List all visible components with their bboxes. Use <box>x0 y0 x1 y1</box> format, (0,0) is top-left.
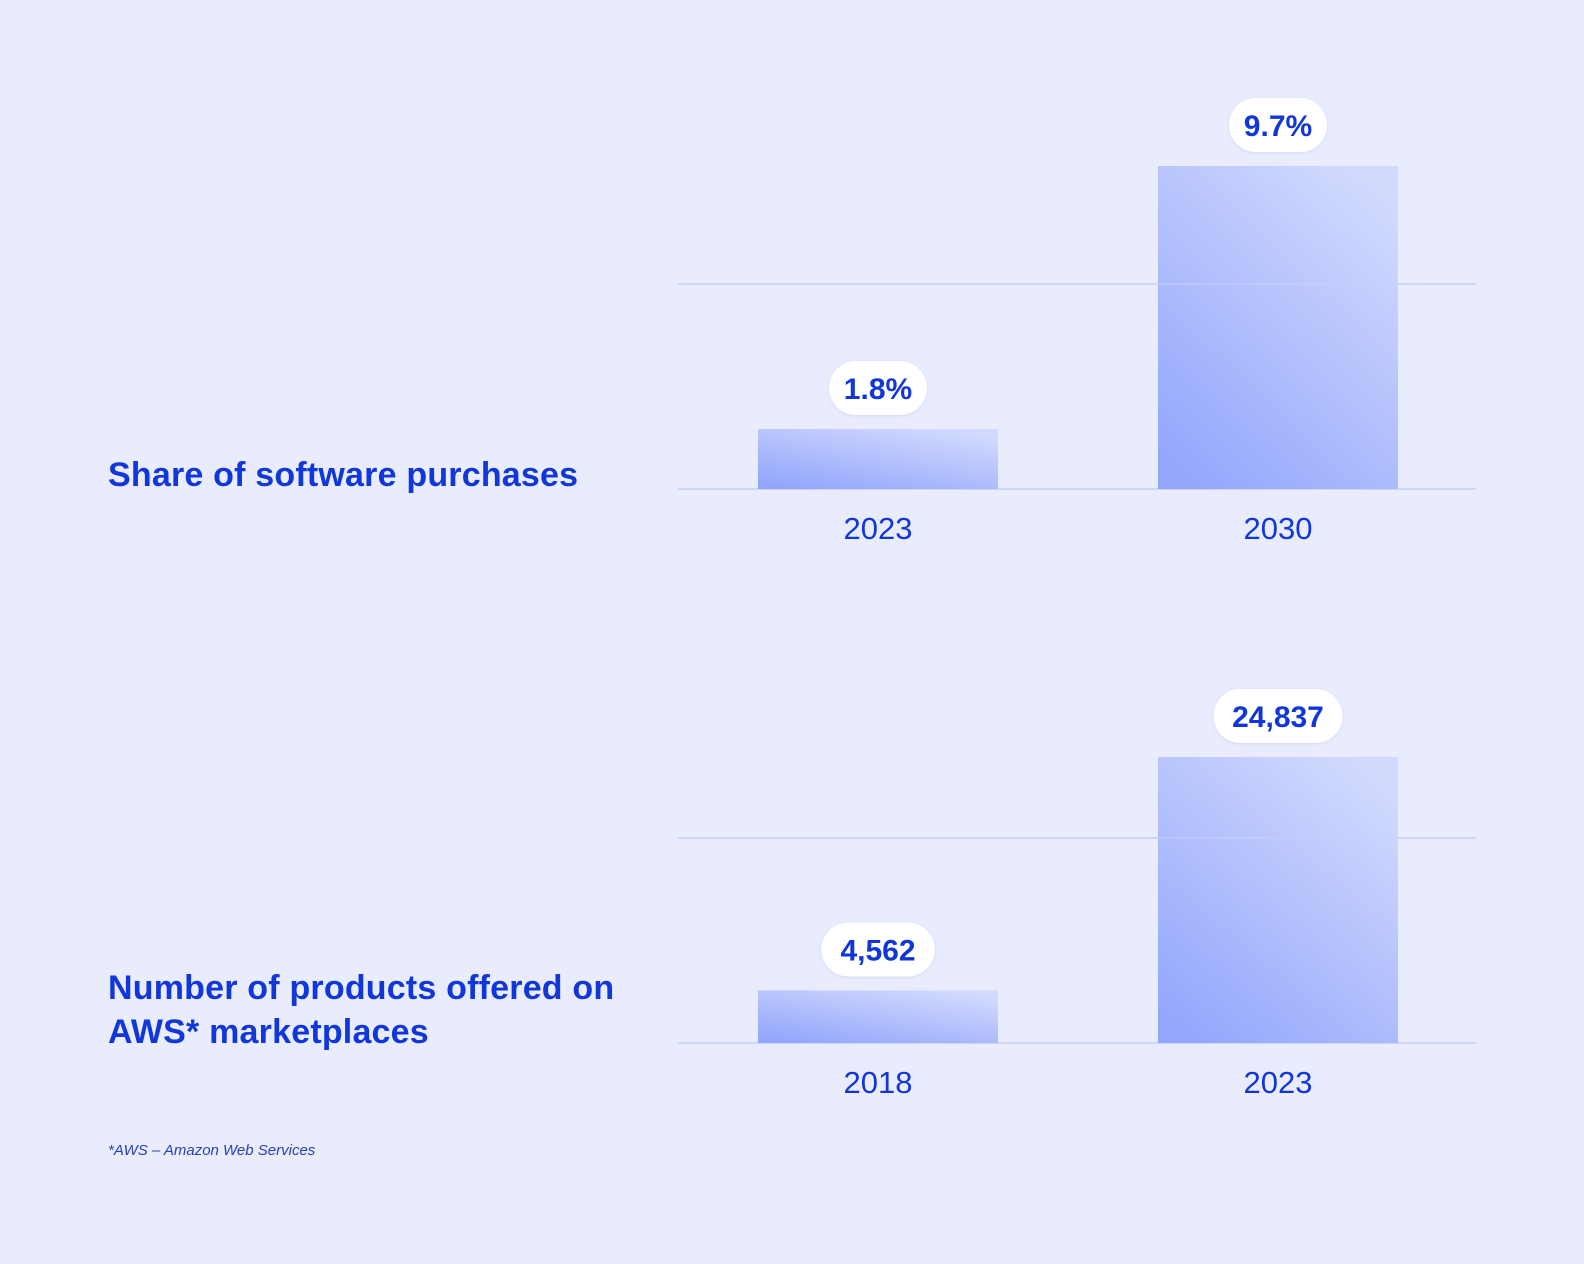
data-label-2023: 24,837 <box>1232 701 1324 734</box>
bar-2030 <box>1158 166 1398 489</box>
data-label-pill <box>1229 98 1327 152</box>
bar-2023 <box>758 429 998 489</box>
data-label-pill <box>821 922 935 977</box>
tick-label-2030: 2030 <box>1244 511 1313 546</box>
bar-2023 <box>1158 757 1398 1043</box>
data-label-2023: 1.8% <box>844 373 912 406</box>
data-label-pill <box>829 361 927 416</box>
tick-label-2023: 2023 <box>1244 1065 1313 1100</box>
bar-2018 <box>758 990 998 1043</box>
data-label-pill <box>1213 689 1343 743</box>
chart-title-software-share: Share of software purchases <box>108 456 579 494</box>
tick-label-2018: 2018 <box>844 1065 913 1100</box>
tick-label-2023: 2023 <box>844 511 913 546</box>
chart-software-share: 1.8% 2023 9.7% 2030 <box>678 98 1476 546</box>
chart-title-aws-products: Number of products offered on AWS* marke… <box>108 969 615 1051</box>
data-label-2018: 4,562 <box>840 934 915 967</box>
footnote: *AWS – Amazon Web Services <box>108 1142 316 1159</box>
data-label-2030: 9.7% <box>1244 110 1312 143</box>
chart-aws-products: 4,562 2018 24,837 2023 <box>678 689 1476 1100</box>
